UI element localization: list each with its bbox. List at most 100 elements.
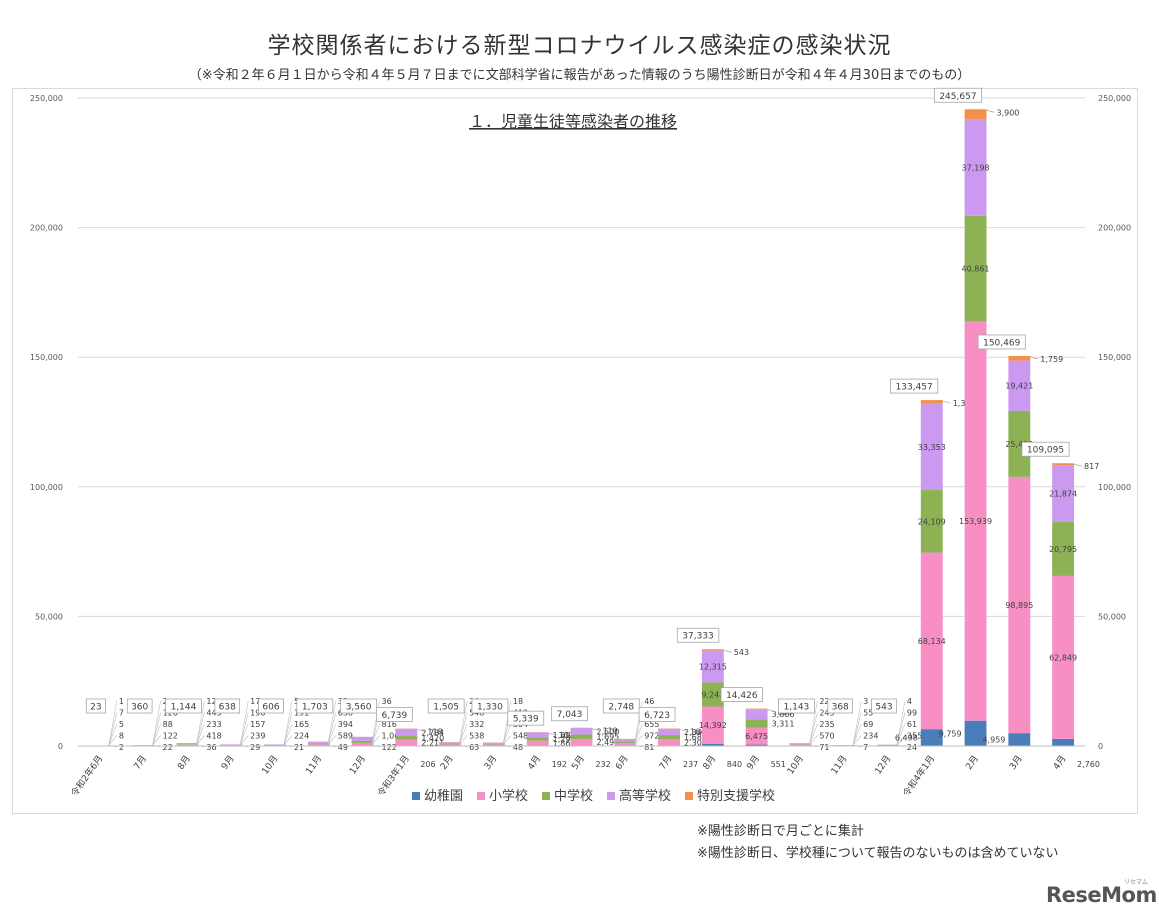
- leader-line: [852, 723, 862, 746]
- leader-line: [633, 723, 643, 746]
- leader-line: [239, 735, 249, 746]
- leader-line: [327, 700, 337, 746]
- data-label: 4: [907, 697, 912, 706]
- leader-line: [1030, 356, 1039, 360]
- data-label: 119: [602, 727, 617, 736]
- total-label-box: [375, 707, 413, 722]
- total-label-box: [778, 698, 815, 714]
- leader-line: [592, 728, 601, 732]
- data-label: 33,353: [918, 443, 946, 452]
- leader-line: [371, 735, 380, 746]
- page-title: 学校関係者における新型コロナウイルス感染症の感染状況: [267, 33, 892, 59]
- bar-segment: [701, 682, 724, 707]
- bar-segment: [482, 742, 505, 744]
- bar-segment: [614, 741, 637, 744]
- y-tick-label-left: 200,000: [30, 224, 63, 233]
- chart-title: １．児童生徒等感染者の推移: [469, 112, 677, 131]
- data-label: 21,874: [1049, 490, 1077, 499]
- leader-line: [327, 723, 337, 746]
- data-label: 355: [907, 732, 922, 741]
- bar-segment: [701, 706, 724, 744]
- data-label: 394: [338, 720, 353, 729]
- x-tick-label: 8月: [701, 753, 718, 771]
- leader-line: [196, 712, 205, 746]
- total-label: 638: [219, 703, 236, 713]
- data-label: 1: [119, 697, 124, 706]
- x-tick-label: 12月: [873, 753, 894, 776]
- data-label: 2,760: [1077, 760, 1100, 769]
- leader-line: [809, 723, 818, 746]
- bar-segment: [176, 744, 199, 746]
- x-tick-label: 3月: [1007, 753, 1024, 771]
- leader-line: [852, 712, 862, 746]
- data-label: 68,134: [918, 637, 946, 646]
- chart-frame: [12, 88, 1138, 814]
- data-label: 570: [819, 732, 834, 741]
- bar-segment: [1052, 738, 1075, 746]
- data-label: 196: [250, 709, 265, 718]
- x-tick-label: 4月: [526, 753, 543, 771]
- bar-segment: [658, 728, 681, 736]
- total-label: 245,657: [939, 92, 976, 102]
- bar-segment: [964, 119, 987, 216]
- total-label: 133,457: [896, 383, 933, 393]
- total-label-box: [507, 710, 545, 726]
- bar-segment: [920, 490, 943, 553]
- legend-label: 小学校: [489, 788, 528, 804]
- bar-segment: [176, 744, 199, 745]
- x-tick-label: 10月: [260, 753, 281, 776]
- data-label: 232: [595, 760, 610, 769]
- data-label: 122: [163, 732, 178, 741]
- data-label: 6,498: [895, 734, 918, 743]
- bar-segment: [570, 734, 593, 739]
- x-tick-label: 4月: [1051, 753, 1068, 771]
- total-label: 368: [832, 703, 849, 713]
- leader-line: [502, 700, 512, 746]
- bar-segment: [745, 708, 768, 710]
- total-label-box: [471, 698, 509, 714]
- data-label: 8: [119, 732, 124, 741]
- bar-segment: [395, 728, 418, 737]
- x-tick-label: 9月: [745, 753, 762, 771]
- data-label: 2: [119, 743, 124, 752]
- leader-line: [152, 712, 161, 746]
- legend-label: 幼稚園: [424, 789, 463, 804]
- data-label: 165: [294, 720, 309, 729]
- bar-segment: [920, 729, 943, 746]
- bar-segment: [351, 736, 374, 741]
- y-tick-label-right: 100,000: [1098, 483, 1131, 492]
- leader-line: [679, 729, 689, 732]
- legend-swatch: [685, 792, 693, 800]
- total-label: 1,703: [302, 703, 328, 713]
- page-subtitle: （※令和２年６月１日から令和４年５月７日までに文部科学省に報告があった情報のうち…: [188, 68, 971, 83]
- data-label: 1,420: [421, 734, 444, 743]
- data-label: 589: [338, 732, 353, 741]
- leader-line: [196, 700, 205, 746]
- x-tick-label: 6月: [613, 753, 630, 771]
- data-label: 237: [683, 760, 698, 769]
- bar-segment: [789, 743, 812, 744]
- bar-segment: [701, 650, 724, 683]
- data-label: 2,500: [596, 727, 619, 736]
- data-label: 245: [819, 709, 834, 718]
- data-label: 548: [513, 732, 528, 741]
- bar-segment: [658, 735, 681, 740]
- total-label-box: [126, 698, 153, 714]
- data-label: 29: [250, 743, 260, 752]
- data-label: 36: [206, 743, 216, 752]
- x-tick-label: 7月: [132, 753, 149, 771]
- x-tick-label: 3月: [482, 753, 499, 771]
- x-tick-label: 令和4年1月: [900, 753, 937, 799]
- data-label: 1,363: [953, 399, 976, 408]
- leader-line: [196, 735, 205, 746]
- total-label-box: [977, 334, 1026, 350]
- data-label: 233: [206, 720, 221, 729]
- bar-segment: [351, 742, 374, 746]
- x-tick-label: 11月: [304, 753, 325, 776]
- data-label: 24,109: [918, 517, 946, 526]
- total-label-box: [85, 698, 106, 714]
- data-label: 6,475: [745, 732, 768, 741]
- leader-line: [986, 109, 995, 113]
- data-label: 164: [690, 728, 705, 737]
- x-tick-label: 11月: [829, 753, 850, 776]
